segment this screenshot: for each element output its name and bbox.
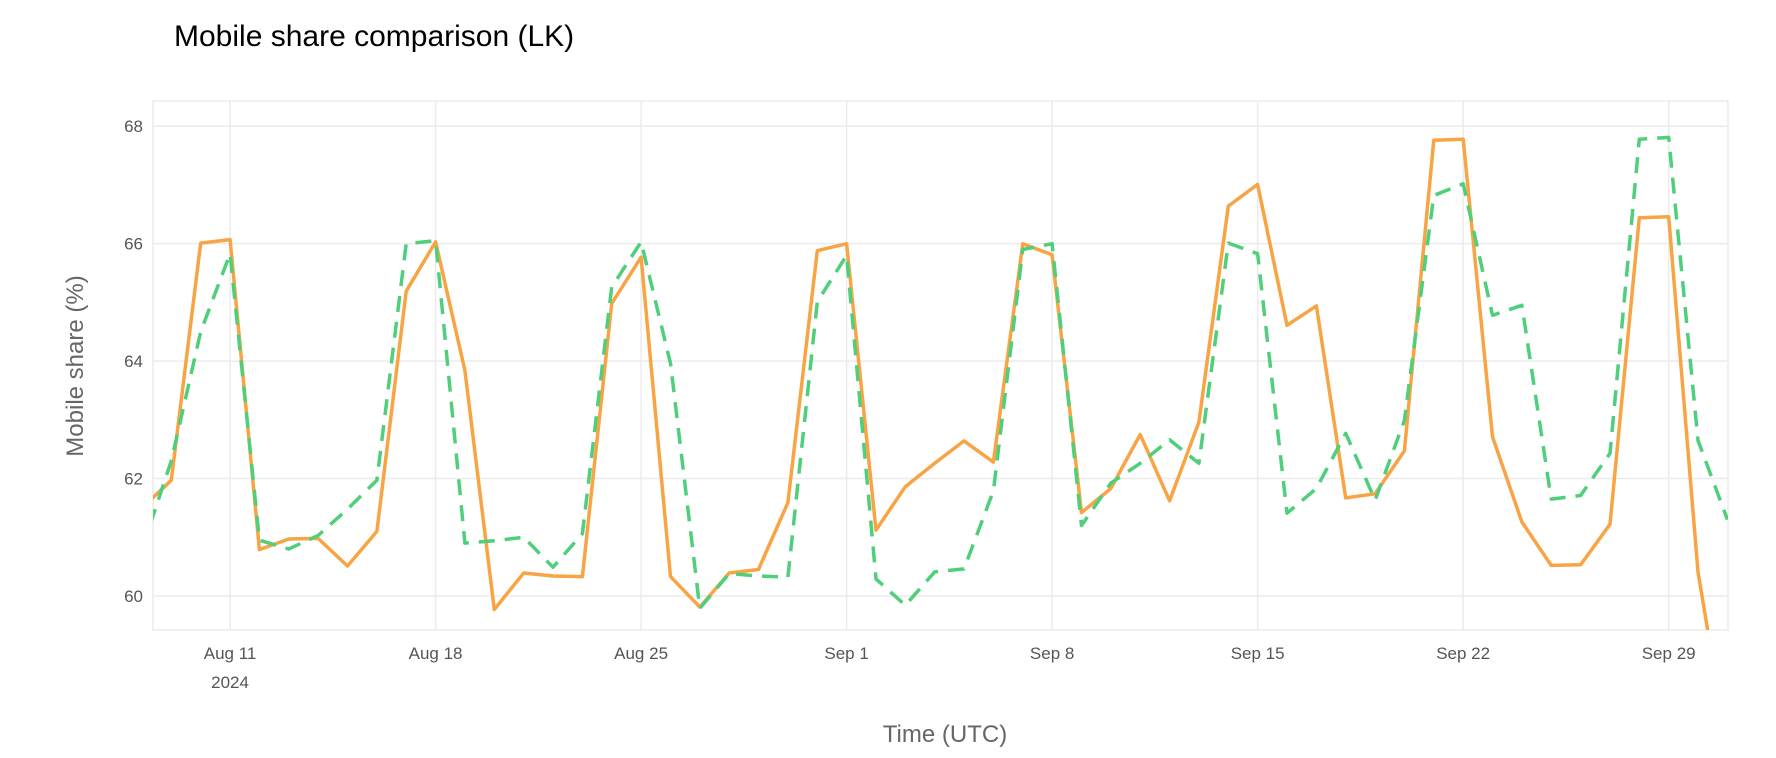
x-axis-label: Time (UTC) [883, 721, 1007, 748]
y-tick-label: 60 [124, 587, 143, 606]
x-tick-label: Aug 18 [409, 644, 463, 663]
x-tick-label: Aug 11 [204, 644, 257, 663]
y-axis-ticks: 60 62 64 66 68 [124, 117, 143, 606]
x-tick-label: Sep 8 [1030, 644, 1074, 663]
plot-area [152, 100, 1729, 631]
x-tick-label: Sep 1 [824, 644, 868, 663]
y-tick-label: 66 [124, 235, 143, 254]
x-tick-label: Aug 25 [614, 644, 668, 663]
x-tick-label: Sep 29 [1642, 644, 1696, 663]
x-tick-year-label: 2024 [211, 673, 249, 692]
y-tick-label: 62 [124, 470, 143, 489]
x-tick-label: Sep 22 [1436, 644, 1490, 663]
y-axis-label: Mobile share (%) [62, 275, 89, 456]
chart-title: Mobile share comparison (LK) [174, 20, 574, 53]
y-tick-label: 64 [124, 352, 143, 371]
series-lines [153, 135, 1728, 630]
x-axis-ticks: Aug 11 2024 Aug 18 Aug 25 Sep 1 Sep 8 Sep 15 Se… [204, 644, 1696, 692]
y-tick-label: 68 [124, 117, 143, 136]
x-tick-label: Sep 15 [1231, 644, 1285, 663]
